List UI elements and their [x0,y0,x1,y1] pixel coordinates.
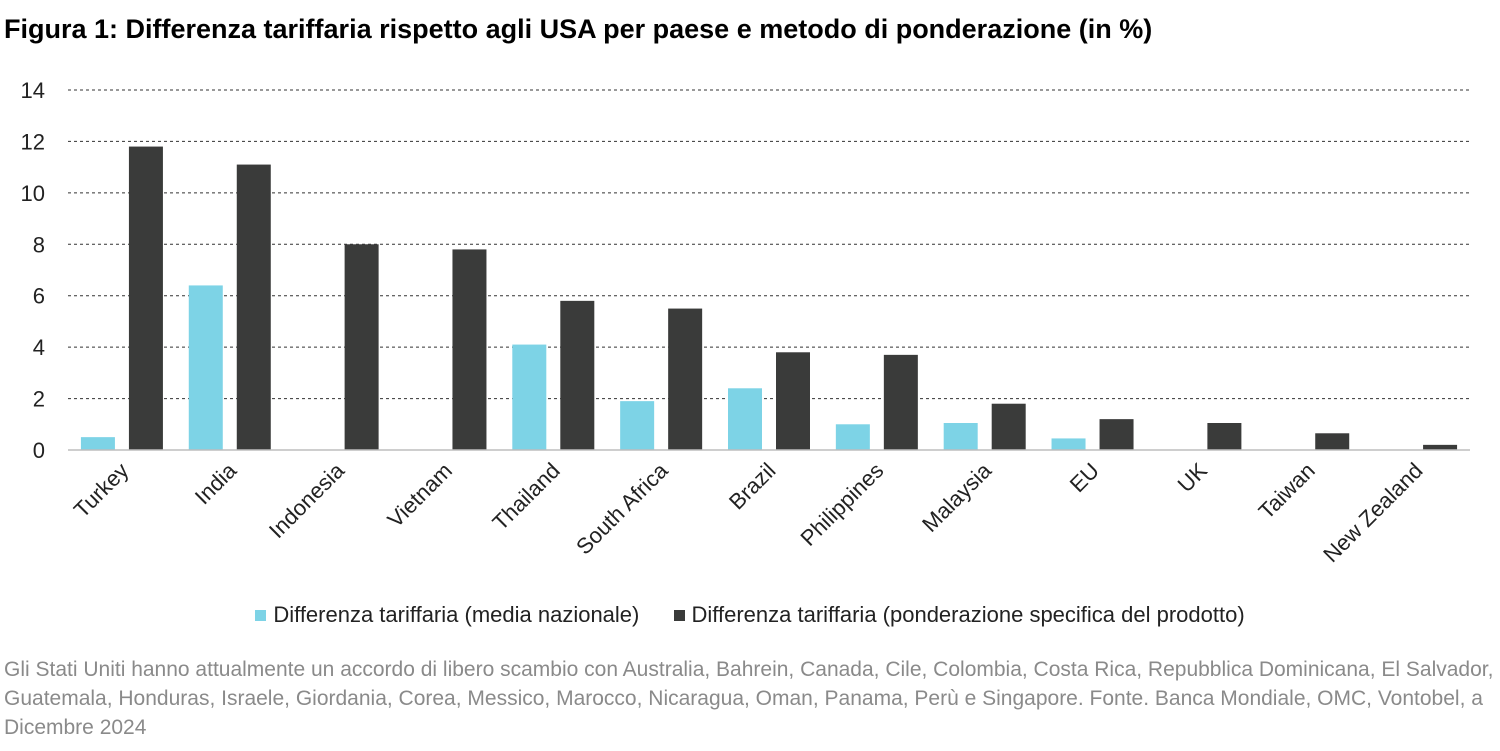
legend-swatch-media-nazionale [255,610,267,621]
bar-new-zealand-ponderazione-prodotto [1423,444,1458,450]
x-tick-label-brazil: Brazil [724,458,781,515]
bar-turkey-media-nazionale [80,437,115,450]
legend-label-media-nazionale: Differenza tariffaria (media nazionale) [273,602,640,627]
y-tick-label-6: 6 [33,284,45,309]
y-tick-label-0: 0 [33,438,45,463]
y-tick-label-10: 10 [21,181,45,206]
bar-india-ponderazione-prodotto [236,164,271,451]
chart-legend: Differenza tariffaria (media nazionale) … [0,602,1500,628]
bar-taiwan-ponderazione-prodotto [1315,433,1350,450]
chart-title: Figura 1: Differenza tariffaria rispetto… [4,14,1153,44]
legend-label-ponderazione-prodotto: Differenza tariffaria (ponderazione spec… [691,602,1245,627]
bar-eu-media-nazionale [1051,438,1086,450]
x-tick-label-uk: UK [1173,458,1213,498]
x-tick-label-malaysia: Malaysia [917,457,997,537]
bar-malaysia-ponderazione-prodotto [991,403,1026,450]
y-tick-label-14: 14 [21,78,45,103]
bar-malaysia-media-nazionale [943,423,978,450]
y-tick-label-12: 12 [21,129,45,154]
x-tick-label-turkey: Turkey [69,458,134,523]
x-tick-label-eu: EU [1065,458,1104,497]
y-tick-label-4: 4 [33,335,45,360]
y-tick-label-2: 2 [33,387,45,412]
bar-thailand-media-nazionale [512,344,547,450]
bar-eu-ponderazione-prodotto [1099,419,1134,450]
bar-chart: 0 2 4 6 8 10 12 14 Turkey India Indonesia Vietnam Th… [21,78,1470,567]
legend-item-media-nazionale: Differenza tariffaria (media nazionale) [255,602,639,628]
x-tick-label-vietnam: Vietnam [383,458,457,532]
x-tick-label-indonesia: Indonesia [264,457,350,543]
footnote: Gli Stati Uniti hanno attualmente un acc… [4,658,1494,739]
legend-swatch-ponderazione-prodotto [673,610,685,621]
bar-philippines-ponderazione-prodotto [883,354,918,450]
bar-india-media-nazionale [188,285,223,450]
legend-item-ponderazione-prodotto: Differenza tariffaria (ponderazione spec… [673,602,1245,628]
bar-south-africa-ponderazione-prodotto [668,308,703,450]
bar-turkey-ponderazione-prodotto [128,146,163,451]
y-tick-label-8: 8 [33,232,45,257]
x-tick-label-new-zealand: New Zealand [1318,458,1427,567]
bar-brazil-media-nazionale [728,388,762,450]
bar-south-africa-media-nazionale [620,401,655,450]
bar-thailand-ponderazione-prodotto [560,300,595,450]
x-tick-label-taiwan: Taiwan [1254,458,1320,524]
x-tick-label-south-africa: South Africa [571,457,673,559]
bar-indonesia-ponderazione-prodotto [344,244,379,450]
bar-uk-ponderazione-prodotto [1207,423,1242,450]
bar-philippines-media-nazionale [835,424,870,450]
x-tick-label-thailand: Thailand [487,458,564,535]
bar-vietnam-ponderazione-prodotto [452,249,487,450]
x-tick-label-india: India [190,457,242,509]
bar-brazil-ponderazione-prodotto [776,352,810,450]
x-tick-label-philippines: Philippines [795,458,888,551]
